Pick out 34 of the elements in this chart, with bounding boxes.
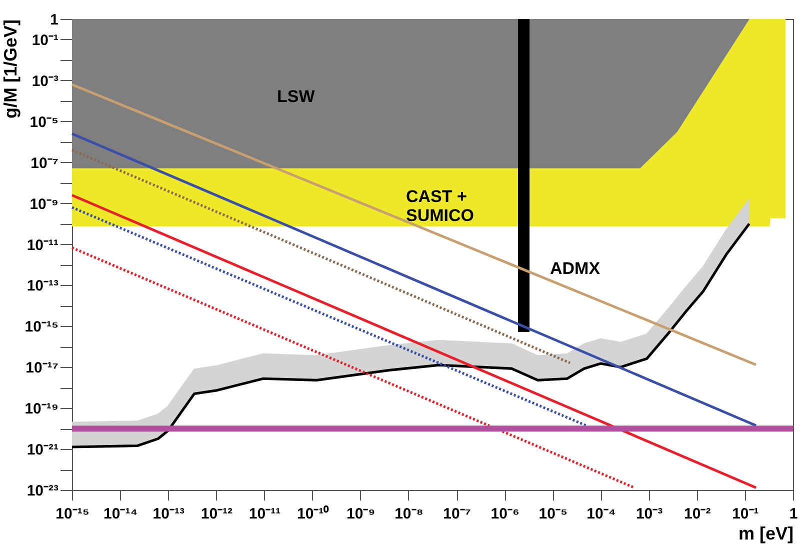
y-tick-label: 10⁻⁵ [30,114,58,131]
y-tick-label: 1 [50,12,58,28]
x-tick-label: 10⁻² [684,506,711,522]
y-tick-label: 10⁻²¹ [26,442,58,459]
y-tick-label: 10⁻¹⁹ [24,400,58,418]
y-axis-title: g/M [1/GeV] [0,20,21,119]
x-tick-label: 10⁻⁶ [490,506,520,522]
y-tick-label: 10⁻⁷ [30,154,58,172]
annotation: LSW [277,87,316,106]
x-tick-label: 10⁻⁴ [586,506,616,522]
y-tick-label: 10⁻³ [32,72,58,90]
x-tick-label: 10⁻¹ [732,506,759,522]
x-tick-label: 10⁻³ [636,506,663,522]
x-tick-label: 10⁻¹¹ [248,506,281,522]
y-tick-label: 10⁻¹¹ [26,236,58,254]
x-tick-label: 1 [789,506,798,522]
x-tick-label: 10⁻¹⁴ [104,506,138,522]
x-tick-label: 10⁻¹³ [152,506,184,522]
x-tick-label: 10⁻⁷ [443,506,471,522]
annotation: ADMX [550,259,601,278]
y-tick-label: 10⁻²³ [26,482,58,500]
y-tick-label: 10⁻⁹ [30,196,58,213]
y-tick-label: 10⁻¹³ [26,278,58,295]
x-tick-label: 10⁻¹² [200,506,233,522]
x-axis-title: m [eV] [738,524,794,544]
x-tick-label: 10⁻⁸ [394,506,424,522]
x-tick-label: 10⁻⁵ [538,506,568,522]
annotation: CAST + SUMICO [406,187,474,225]
y-tick-label: 10⁻¹⁵ [24,318,58,336]
y-tick-label: 10⁻¹ [32,32,58,49]
x-tick-label: 10⁻⁹ [346,506,376,522]
y-tick-label: 10⁻¹⁷ [26,360,58,377]
x-tick-label: 10⁻¹⁰ [296,504,330,522]
x-tick-label: 10⁻¹⁵ [56,506,90,522]
